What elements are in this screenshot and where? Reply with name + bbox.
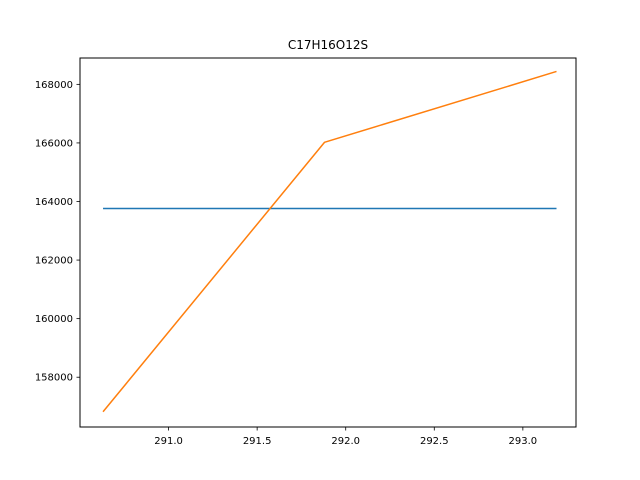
x-tick-label: 292.5 — [420, 436, 449, 447]
y-tick-label: 168000 — [35, 80, 73, 91]
y-tick-label: 158000 — [35, 373, 73, 384]
y-tick-label: 164000 — [35, 197, 73, 208]
y-tick-label: 160000 — [35, 314, 73, 325]
x-tick-label: 293.0 — [509, 436, 538, 447]
chart-title: C17H16O12S — [288, 38, 368, 52]
y-tick-label: 162000 — [35, 256, 73, 267]
x-tick-label: 291.0 — [154, 436, 183, 447]
y-tick-label: 166000 — [35, 138, 73, 149]
x-tick-label: 291.5 — [243, 436, 272, 447]
series-line-2 — [102, 70, 557, 413]
plot-frame — [79, 57, 577, 428]
x-tick-label: 292.0 — [331, 436, 360, 447]
